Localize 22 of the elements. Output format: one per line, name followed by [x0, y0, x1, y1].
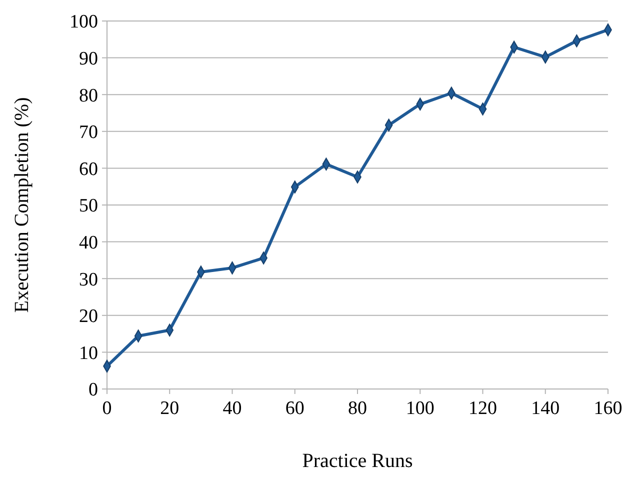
- y-tick-label: 90: [79, 48, 98, 70]
- y-tick-label: 30: [79, 269, 98, 290]
- y-tick-label: 40: [79, 232, 98, 254]
- y-tick-label: 20: [79, 306, 98, 328]
- x-tick-label: 120: [468, 398, 497, 419]
- y-axis-title: Execution Completion (%): [11, 97, 33, 313]
- y-tick-label: 50: [79, 196, 98, 217]
- x-tick-label: 0: [102, 398, 112, 419]
- x-tick-label: 40: [222, 398, 242, 419]
- x-tick-label: 20: [160, 398, 180, 419]
- y-tick-label: 100: [70, 12, 98, 33]
- y-tick-label: 10: [79, 342, 98, 364]
- y-tick-label: 80: [79, 85, 98, 106]
- x-tick-label: 80: [348, 398, 367, 419]
- x-tick-label: 100: [406, 398, 434, 419]
- y-tick-label: 60: [79, 158, 98, 180]
- y-tick-label: 70: [79, 122, 98, 144]
- x-tick-label: 140: [531, 398, 560, 419]
- x-tick-label: 60: [285, 398, 304, 419]
- y-tick-label: 0: [88, 380, 98, 401]
- x-tick-label: 160: [594, 398, 622, 419]
- x-axis-title: Practice Runs: [302, 450, 413, 472]
